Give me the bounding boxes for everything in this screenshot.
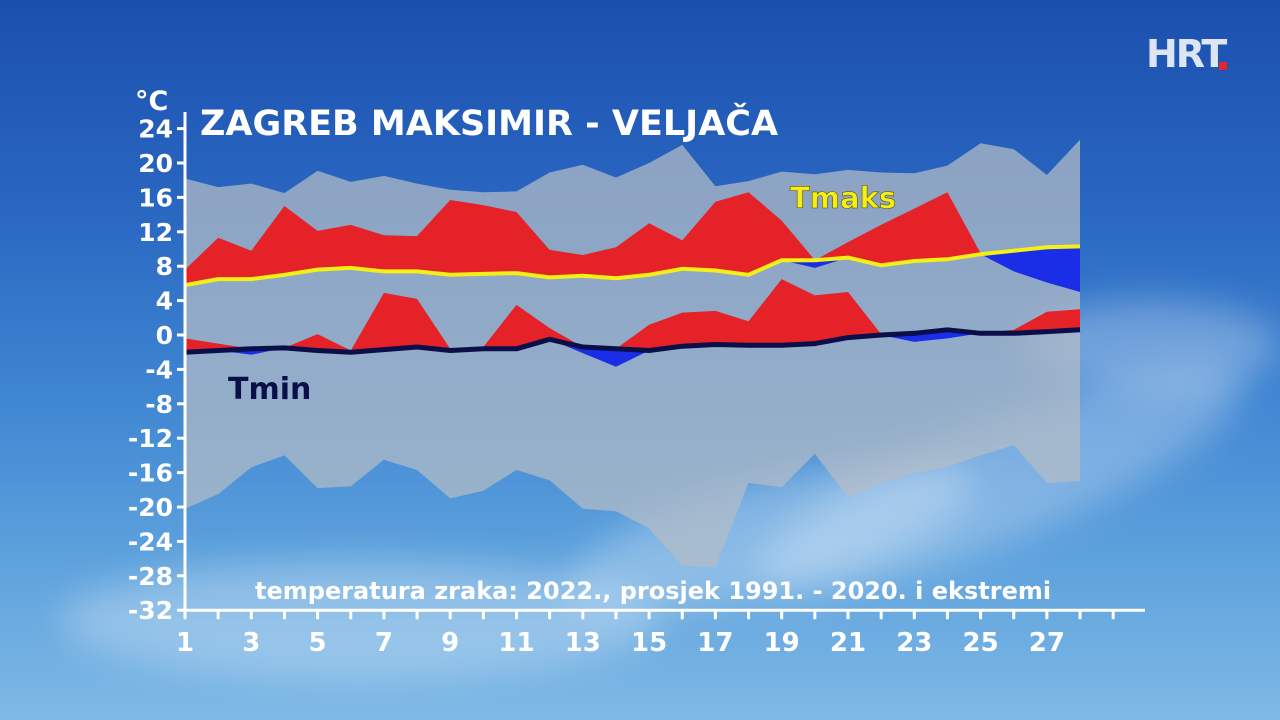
x-tick-label: 21	[830, 628, 866, 658]
x-tick-label: 15	[631, 628, 667, 658]
tmin-mean-line	[184, 327, 1081, 355]
y-tick-label: -32	[128, 596, 173, 625]
y-tick-label: -16	[128, 459, 173, 488]
tmaks-mean-line	[184, 244, 1081, 288]
logo-text: HRT	[1146, 32, 1227, 76]
plot-layer	[184, 139, 1081, 568]
y-tick-label: -12	[128, 424, 173, 453]
y-tick-label: 8	[156, 252, 173, 281]
tmaks-series-label: Tmaks	[790, 181, 896, 215]
y-tick-label: -24	[128, 527, 173, 556]
x-tick-label: 27	[1029, 628, 1065, 658]
tmin-2022-warmer-area	[185, 279, 1080, 353]
x-tick-label: 1	[176, 628, 194, 658]
tmin-series-label: Tmin	[228, 372, 311, 407]
y-tick-label: 12	[138, 218, 173, 247]
tmax-2022-warmer-area	[185, 192, 1080, 286]
x-tick-label: 11	[498, 628, 534, 658]
x-tick-label: 13	[565, 628, 601, 658]
y-tick-label: -8	[145, 390, 173, 419]
y-tick-label: 24	[138, 115, 173, 144]
x-tick-label: 7	[375, 628, 393, 658]
y-tick-label: 20	[138, 149, 173, 178]
y-tick-label: -4	[145, 355, 173, 384]
x-tick-label: 3	[242, 628, 260, 658]
chart-subtitle: temperatura zraka: 2022., prosjek 1991. …	[255, 577, 1051, 605]
x-tick-label: 5	[309, 628, 327, 658]
x-tick-label: 9	[441, 628, 459, 658]
y-tick-label: 4	[156, 287, 173, 316]
x-tick-label: 23	[896, 628, 932, 658]
y-tick-label: 16	[138, 183, 173, 212]
cloud	[60, 560, 660, 680]
y-tick-label: -20	[128, 493, 173, 522]
x-tick-label: 17	[697, 628, 733, 658]
y-unit-label: °C	[135, 86, 168, 117]
chart-title: ZAGREB MAKSIMIR - VELJAČA	[200, 102, 778, 144]
y-tick-label: -28	[128, 562, 173, 591]
hrt-logo: HRT	[1146, 32, 1228, 76]
y-tick-label: 0	[156, 321, 173, 350]
x-tick-label: 19	[764, 628, 800, 658]
logo-red-square	[1219, 62, 1228, 70]
x-tick-label: 25	[963, 628, 999, 658]
